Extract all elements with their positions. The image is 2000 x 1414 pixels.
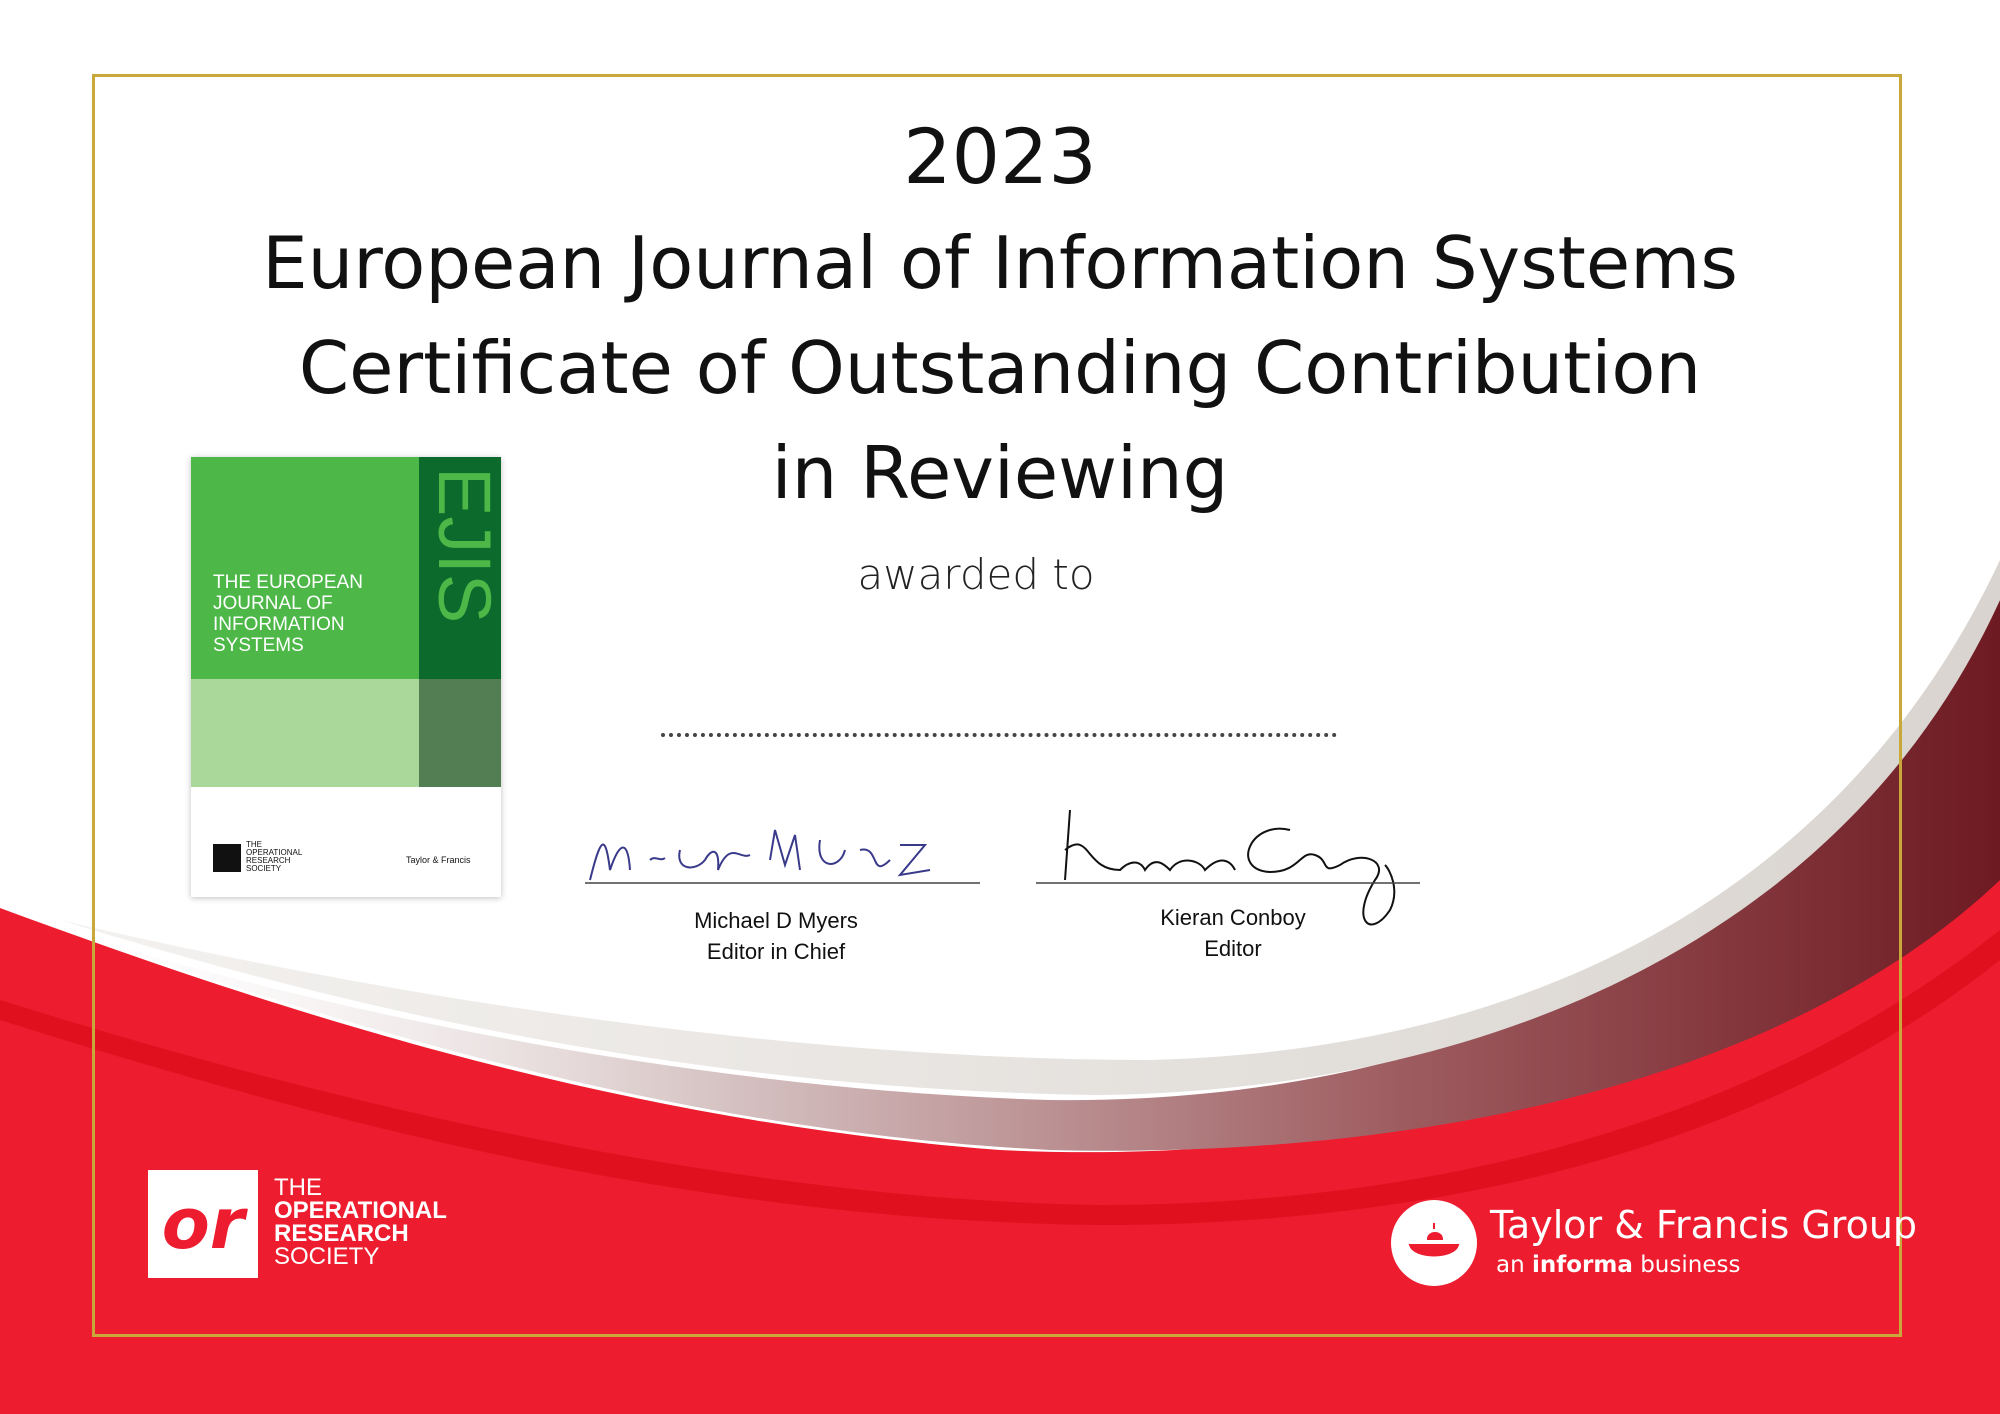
recipient-line — [661, 733, 1337, 737]
cover-title-line: SYSTEMS — [213, 635, 304, 656]
cover-title-line: INFORMATION — [213, 614, 345, 635]
society-line: THE — [274, 1174, 322, 1201]
gold-border — [92, 74, 1902, 1337]
cover-title-line: THE EUROPEAN — [213, 572, 363, 593]
cover-block — [191, 679, 419, 787]
tagline-brand: informa — [1531, 1252, 1633, 1278]
title-line: Certificate of Outstanding Contribution — [298, 326, 1702, 410]
year: 2023 — [903, 112, 1097, 201]
title-line: in Reviewing — [771, 431, 1229, 515]
cover-block — [419, 679, 501, 787]
tagline-prefix: an — [1496, 1252, 1525, 1278]
publisher-tagline: an informa business — [1496, 1252, 1740, 1278]
cover-or-mark — [213, 844, 241, 872]
cover-title-line: JOURNAL OF — [213, 593, 333, 614]
tagline-suffix: business — [1640, 1252, 1741, 1278]
cover-society-line: THE — [246, 840, 262, 849]
signatory-role: Editor in Chief — [706, 939, 846, 964]
society-mark: or — [148, 1170, 258, 1278]
cover-society-line: OPERATIONAL — [246, 848, 303, 857]
society-line: SOCIETY — [274, 1243, 380, 1270]
cover-society: THE OPERATIONAL RESEARCH SOCIETY — [246, 841, 302, 873]
cover-publisher: Taylor & Francis — [406, 855, 471, 865]
cover-block — [419, 457, 501, 679]
society-name: THE OPERATIONAL RESEARCH SOCIETY — [274, 1174, 447, 1270]
cover-abbreviation: EJIS — [423, 467, 501, 624]
cover-society-line: SOCIETY — [246, 864, 282, 873]
signature-myers — [585, 829, 980, 884]
publisher-name: Taylor & Francis Group — [1490, 1203, 1918, 1247]
journal-cover: EJIS THE EUROPEAN JOURNAL OF INFORMATION… — [191, 457, 501, 897]
signatory-name: Kieran Conboy — [1160, 905, 1306, 930]
red-wave — [0, 850, 2000, 1414]
signature-conboy — [1036, 809, 1420, 926]
society-line: RESEARCH — [274, 1220, 409, 1247]
publisher-mark — [1391, 1200, 1477, 1286]
signatory-role: Editor — [1204, 936, 1262, 961]
title-line: European Journal of Information Systems — [262, 221, 1738, 305]
society-line: OPERATIONAL — [274, 1197, 447, 1224]
awarded-to: awarded to — [857, 550, 1095, 599]
cover-title: THE EUROPEAN JOURNAL OF INFORMATION SYST… — [213, 572, 363, 656]
cover-society-line: RESEARCH — [246, 856, 291, 865]
signatory-name: Michael D Myers — [694, 908, 858, 933]
cover-block — [191, 457, 419, 679]
red-stripe — [0, 930, 2000, 1225]
